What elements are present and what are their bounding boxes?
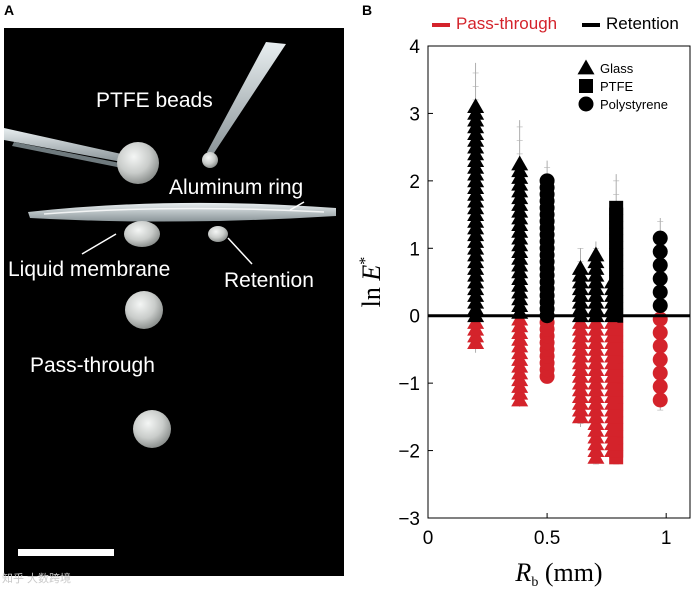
legend-retention-swatch <box>582 22 600 27</box>
marker-polystyrene <box>652 311 668 327</box>
marker-glass <box>604 273 622 289</box>
legend-retention-label: Retention <box>606 14 679 33</box>
marker-glass <box>577 59 595 75</box>
legend-material-label: PTFE <box>600 79 634 94</box>
marker-polystyrene <box>652 365 668 381</box>
label-ptfe-beads: PTFE beads <box>96 89 213 112</box>
marker-ptfe <box>579 79 593 93</box>
marker-glass <box>511 155 529 171</box>
leader-liquid-membrane <box>81 233 117 255</box>
tweezer-left-lower <box>12 142 122 168</box>
plot-frame <box>427 45 691 519</box>
marker-polystyrene <box>652 284 668 300</box>
bead-in-membrane <box>124 221 160 247</box>
marker-polystyrene <box>652 244 668 260</box>
label-retention: Retention <box>224 269 314 292</box>
y-tick-label: 4 <box>409 37 420 58</box>
marker-polystyrene <box>539 173 555 189</box>
leader-retention <box>227 237 253 265</box>
leader-aluminum <box>289 201 305 211</box>
x-axis-label: Rb (mm) <box>514 558 602 590</box>
marker-glass <box>467 98 485 114</box>
y-tick-label: −2 <box>398 442 420 463</box>
membrane-sheen <box>43 207 325 215</box>
marker-polystyrene <box>652 338 668 354</box>
marker-polystyrene <box>652 325 668 341</box>
marker-polystyrene <box>652 352 668 368</box>
y-tick-label: 2 <box>409 172 420 193</box>
legend-pass-through-swatch <box>432 22 450 27</box>
legend-material-label: Glass <box>600 61 634 76</box>
x-tick-label: 0 <box>423 528 434 549</box>
marker-polystyrene <box>652 379 668 395</box>
ptfe-bead-large <box>117 142 159 184</box>
y-tick-label: −1 <box>398 374 420 395</box>
y-axis-label: ln E* <box>357 257 386 308</box>
y-tick-label: 0 <box>409 307 420 328</box>
scale-bar <box>18 549 114 556</box>
marker-polystyrene <box>652 298 668 314</box>
tweezer-left <box>4 128 126 162</box>
marker-glass <box>571 260 589 275</box>
marker-polystyrene <box>578 96 594 112</box>
y-tick-label: −3 <box>398 509 420 530</box>
marker-glass <box>587 246 605 262</box>
chart-panel: Pass-through Retention −3 −2 −1 0 1 2 3 4 0 0.5 1 R… <box>350 0 700 591</box>
x-tick-label: 1 <box>661 528 672 549</box>
panel-b-letter: B <box>362 2 373 18</box>
panel-a-letter: A <box>4 2 15 18</box>
watermark: 知乎 大数跨境 <box>2 573 72 585</box>
legend-retention: Retention <box>582 14 679 34</box>
marker-polystyrene <box>652 271 668 287</box>
ptfe-bead-small <box>202 152 218 168</box>
label-liquid-membrane: Liquid membrane <box>8 258 171 281</box>
y-tick-label: 3 <box>409 104 420 125</box>
label-aluminum-ring: Aluminum ring <box>169 176 304 199</box>
marker-polystyrene <box>652 257 668 273</box>
legend-pass-through-label: Pass-through <box>456 14 558 33</box>
tweezer-right <box>207 42 286 156</box>
legend-material-label: Polystyrene <box>600 97 668 112</box>
marker-polystyrene <box>652 230 668 246</box>
chart-svg: −3 −2 −1 0 1 2 3 4 0 0.5 1 Rb (mm) ln E* Glass PTFE Pol… <box>357 37 691 590</box>
aluminum-ring <box>28 202 336 222</box>
label-pass-through: Pass-through <box>30 354 155 377</box>
legend-pass-through: Pass-through <box>432 14 557 34</box>
bead-retained <box>208 226 228 242</box>
y-tick-label: 1 <box>409 239 420 260</box>
experiment-photo: PTFE beads Aluminum ring Liquid membrane… <box>4 28 344 576</box>
bead-passing <box>125 291 163 329</box>
marker-ptfe <box>609 200 624 215</box>
marker-polystyrene <box>652 392 668 408</box>
x-tick-label: 0.5 <box>534 528 560 549</box>
bead-fallen <box>133 410 171 448</box>
photo-drawing <box>4 42 336 556</box>
